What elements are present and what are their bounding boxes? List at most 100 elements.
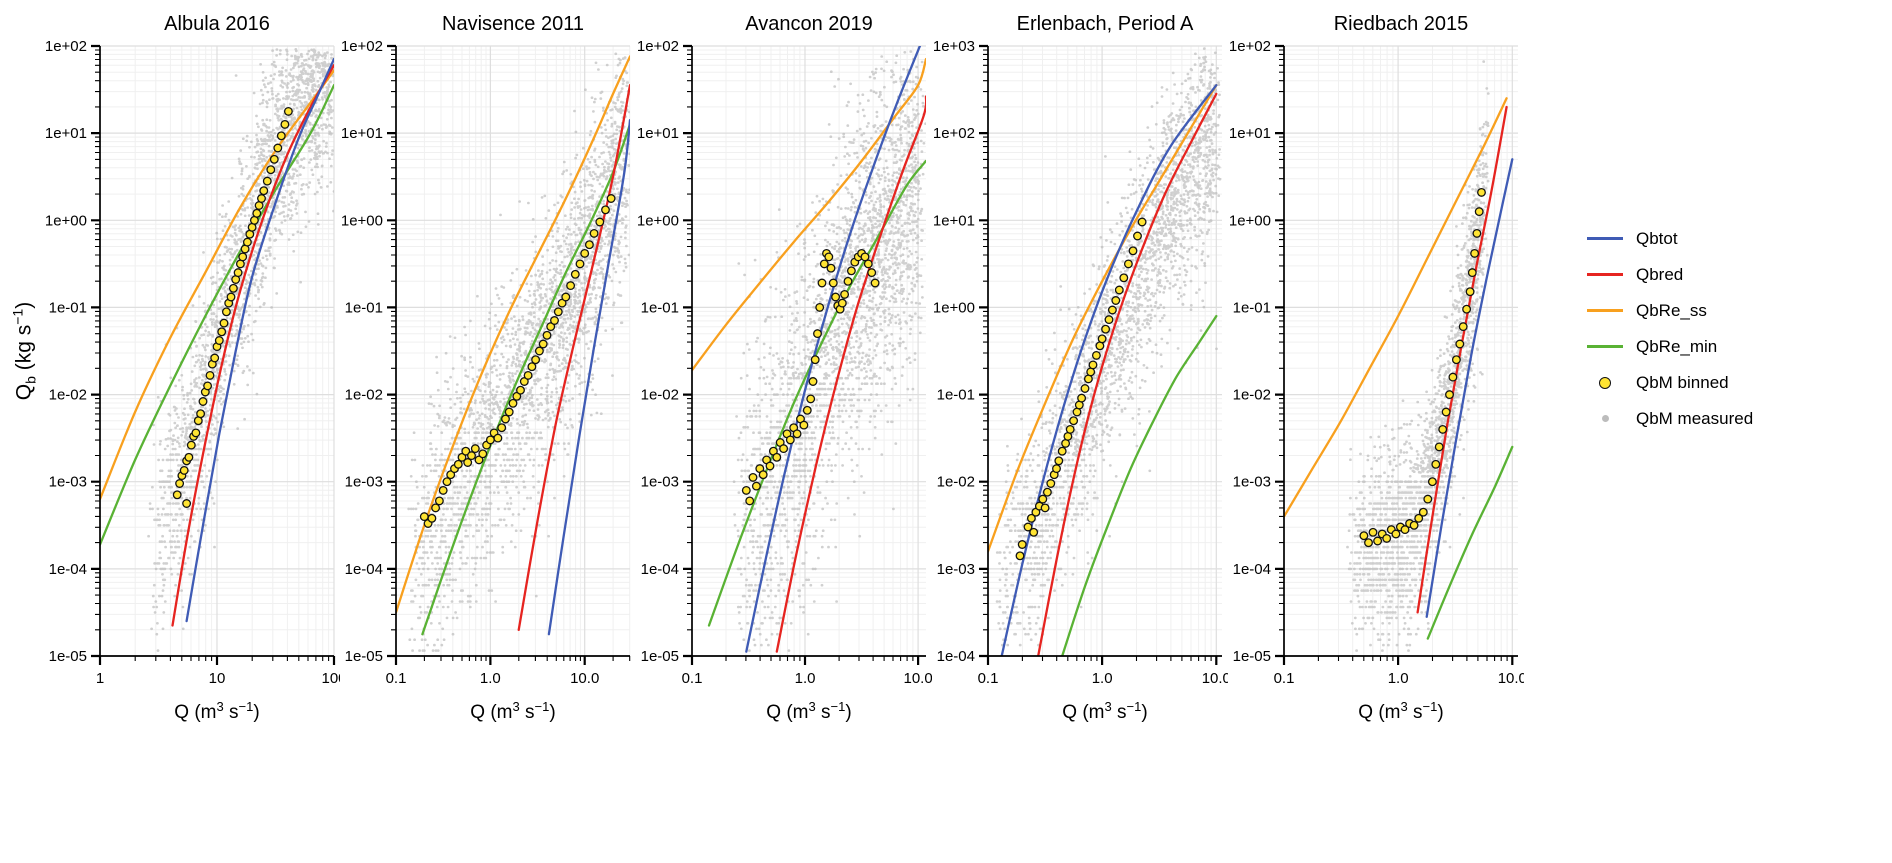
binned-point	[824, 252, 834, 262]
y-tick-label: 1e+02	[637, 38, 679, 55]
binned-point	[516, 385, 525, 395]
binned-point	[1418, 507, 1428, 517]
major-ticks	[683, 44, 920, 665]
y-tick-label: 1e-01	[937, 387, 975, 404]
y-tick-label: 1e+01	[1229, 125, 1271, 142]
binned-point	[799, 420, 809, 430]
binned-point	[527, 362, 537, 372]
qbre_ss-line-swatch-shape	[1587, 309, 1623, 312]
binned-point	[1438, 424, 1448, 434]
binned-point	[813, 329, 822, 339]
x-tick-label: 0.1	[1274, 670, 1295, 687]
y-tick-label: 1e-01	[345, 299, 383, 316]
binned-point	[1026, 513, 1036, 523]
y-tick-label: 1e-01	[641, 299, 679, 316]
curve-qbred	[171, 64, 334, 627]
binned-point	[214, 336, 224, 345]
x-tick-label: 100	[321, 670, 340, 687]
curve-qbre_min	[421, 123, 630, 636]
x-tick-label: 0.1	[386, 670, 407, 687]
binned-points	[1015, 217, 1147, 561]
major-ticks	[387, 44, 586, 665]
binned-point	[863, 259, 873, 269]
measured-point-swatch	[1586, 415, 1624, 422]
binned-point	[467, 451, 476, 461]
curve-qbre_min	[1061, 314, 1218, 656]
binned-point	[1364, 538, 1373, 548]
y-tick-label: 1e-01	[49, 299, 87, 316]
binned-point	[1057, 446, 1067, 456]
binned-point	[826, 263, 836, 273]
panel-title: Erlenbach, Period A	[1017, 13, 1194, 35]
binned-point	[1423, 494, 1433, 504]
binned-point	[191, 428, 201, 438]
binned-point	[758, 470, 768, 480]
x-tick-label: 0.1	[682, 670, 703, 687]
binned-point-swatch-shape	[1599, 376, 1611, 389]
binned-point	[1409, 520, 1419, 530]
measured-points-cloud	[995, 47, 1222, 647]
qbre_min-line-swatch	[1586, 345, 1624, 348]
y-tick-label: 1e-02	[49, 387, 87, 404]
binned-point	[772, 452, 782, 462]
legend-label: QbM measured	[1636, 408, 1754, 428]
binned-point	[570, 269, 580, 279]
binned-point	[1414, 513, 1424, 523]
y-tick-label: 1e+00	[341, 212, 383, 229]
binned-point	[815, 302, 825, 312]
binned-point	[1069, 416, 1079, 426]
binned-point	[867, 268, 877, 278]
qbtot-line-swatch	[1586, 237, 1624, 240]
y-tick-label: 1e-03	[641, 474, 679, 491]
binned-point	[217, 327, 227, 337]
major-ticks	[1275, 44, 1514, 665]
x-axis-title: Q (m3 s−1)	[174, 699, 259, 723]
legend-label: Qbred	[1636, 264, 1684, 284]
binned-point	[792, 429, 802, 439]
binned-point	[751, 481, 761, 491]
binned-point	[748, 472, 758, 482]
binned-point	[817, 278, 827, 288]
legend-label: QbM binned	[1636, 372, 1729, 392]
legend-item-qbtot: Qbtot	[1586, 228, 1824, 249]
binned-point	[1017, 540, 1027, 549]
binned-point	[1455, 339, 1465, 349]
binned-point	[1427, 477, 1437, 487]
legend-label: Qbtot	[1636, 228, 1678, 248]
panel-erlenbach-period-a: 1e-04 1e-03 1e-02 1e-01 1e+00 1e+01 1e+02 1e+03…	[932, 6, 1231, 756]
legend-item-qbre-ss: QbRe_ss	[1586, 300, 1824, 321]
major-ticks	[91, 44, 336, 665]
curve-qbre_min	[1426, 445, 1514, 640]
binned-point	[434, 496, 444, 506]
binned-point	[196, 409, 206, 419]
binned-point	[831, 292, 841, 302]
curve-qbre_ss	[1284, 97, 1508, 518]
binned-point	[1373, 536, 1383, 546]
y-tick-label: 1e-03	[345, 474, 383, 491]
y-tick-label: 1e-04	[345, 561, 383, 578]
binned-point	[538, 339, 548, 349]
binned-point	[1101, 324, 1111, 334]
binned-point	[741, 485, 751, 495]
curve-qbtot	[745, 46, 922, 653]
binned-point	[819, 259, 829, 269]
binned-point	[497, 423, 507, 433]
panel-avancon-2019: 1e-05 1e-04 1e-03 1e-02 1e-01 1e+00 1e+01 1e+02…	[636, 6, 933, 756]
curve-qbtot	[1000, 84, 1218, 656]
binned-point	[175, 479, 185, 488]
binned-point	[461, 446, 471, 456]
binned-point	[1137, 217, 1147, 227]
binned-point	[1097, 334, 1107, 344]
y-tick-label: 1e-01	[1233, 299, 1271, 316]
binned-point	[431, 503, 441, 513]
minor-ticks	[1279, 49, 1508, 661]
y-tick-label: 1e-04	[937, 648, 975, 665]
panel-title: Navisence 2011	[442, 13, 584, 35]
panel-svg-riedbach-2015: 1e-05 1e-04 1e-03 1e-02 1e-01 1e+00 1e+01 1e+02…	[1229, 13, 1527, 723]
y-tick-label: 1e+00	[45, 212, 87, 229]
binned-point	[1119, 273, 1129, 283]
binned-point	[259, 186, 269, 196]
y-tick-label: 1e+02	[341, 38, 383, 55]
y-tick-label: 1e-04	[1233, 561, 1271, 578]
binned-point	[1368, 527, 1378, 537]
